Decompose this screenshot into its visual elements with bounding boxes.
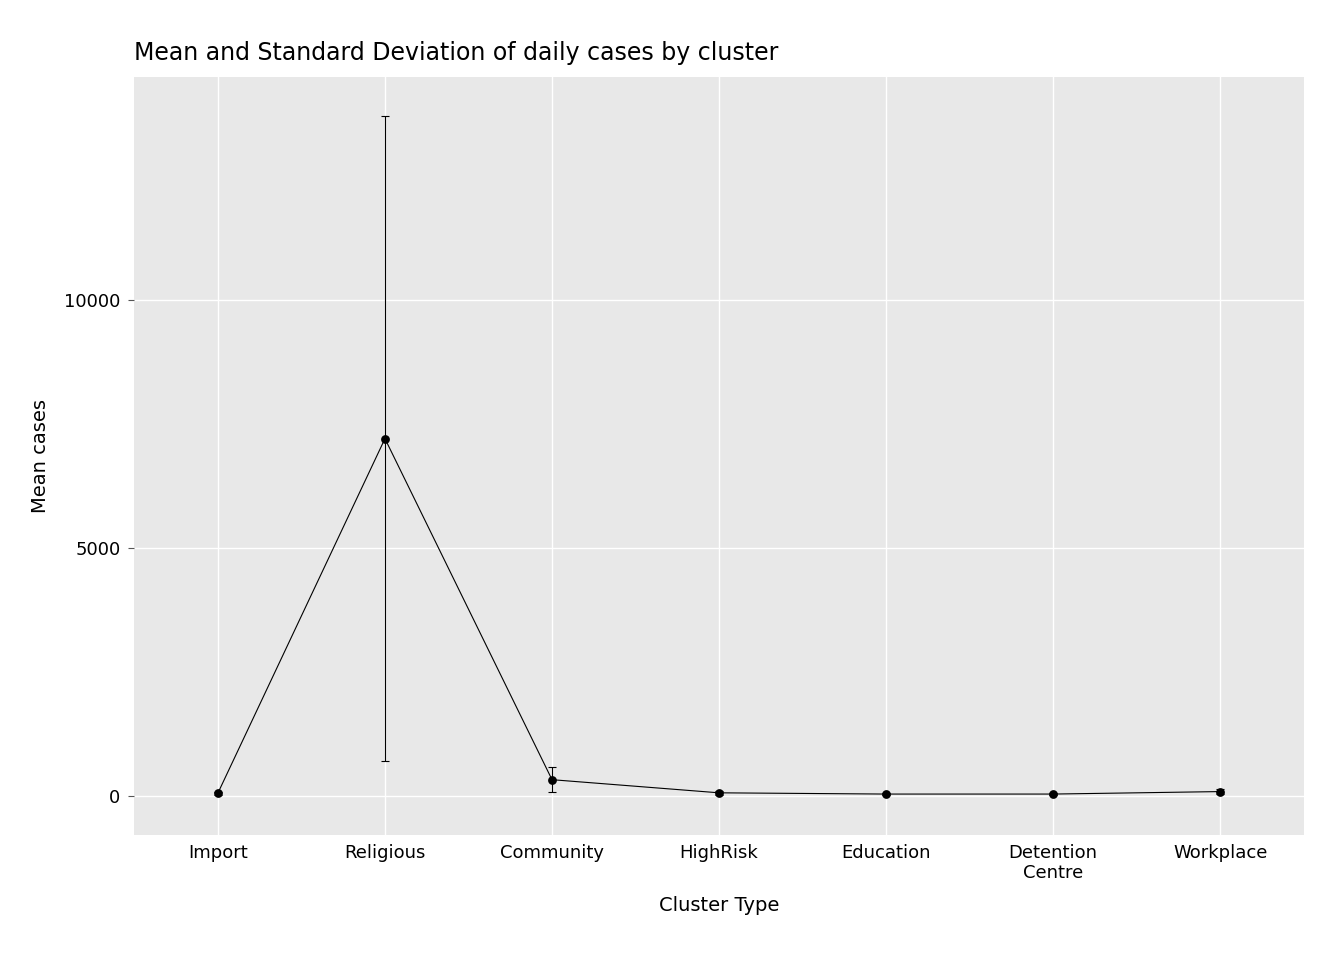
X-axis label: Cluster Type: Cluster Type [659,897,780,915]
Point [1210,784,1231,800]
Point [542,772,563,787]
Point [875,786,896,802]
Y-axis label: Mean cases: Mean cases [31,399,50,513]
Point [1043,786,1064,802]
Point [207,785,228,801]
Point [708,785,730,801]
Text: Mean and Standard Deviation of daily cases by cluster: Mean and Standard Deviation of daily cas… [134,41,778,65]
Point [374,431,395,446]
